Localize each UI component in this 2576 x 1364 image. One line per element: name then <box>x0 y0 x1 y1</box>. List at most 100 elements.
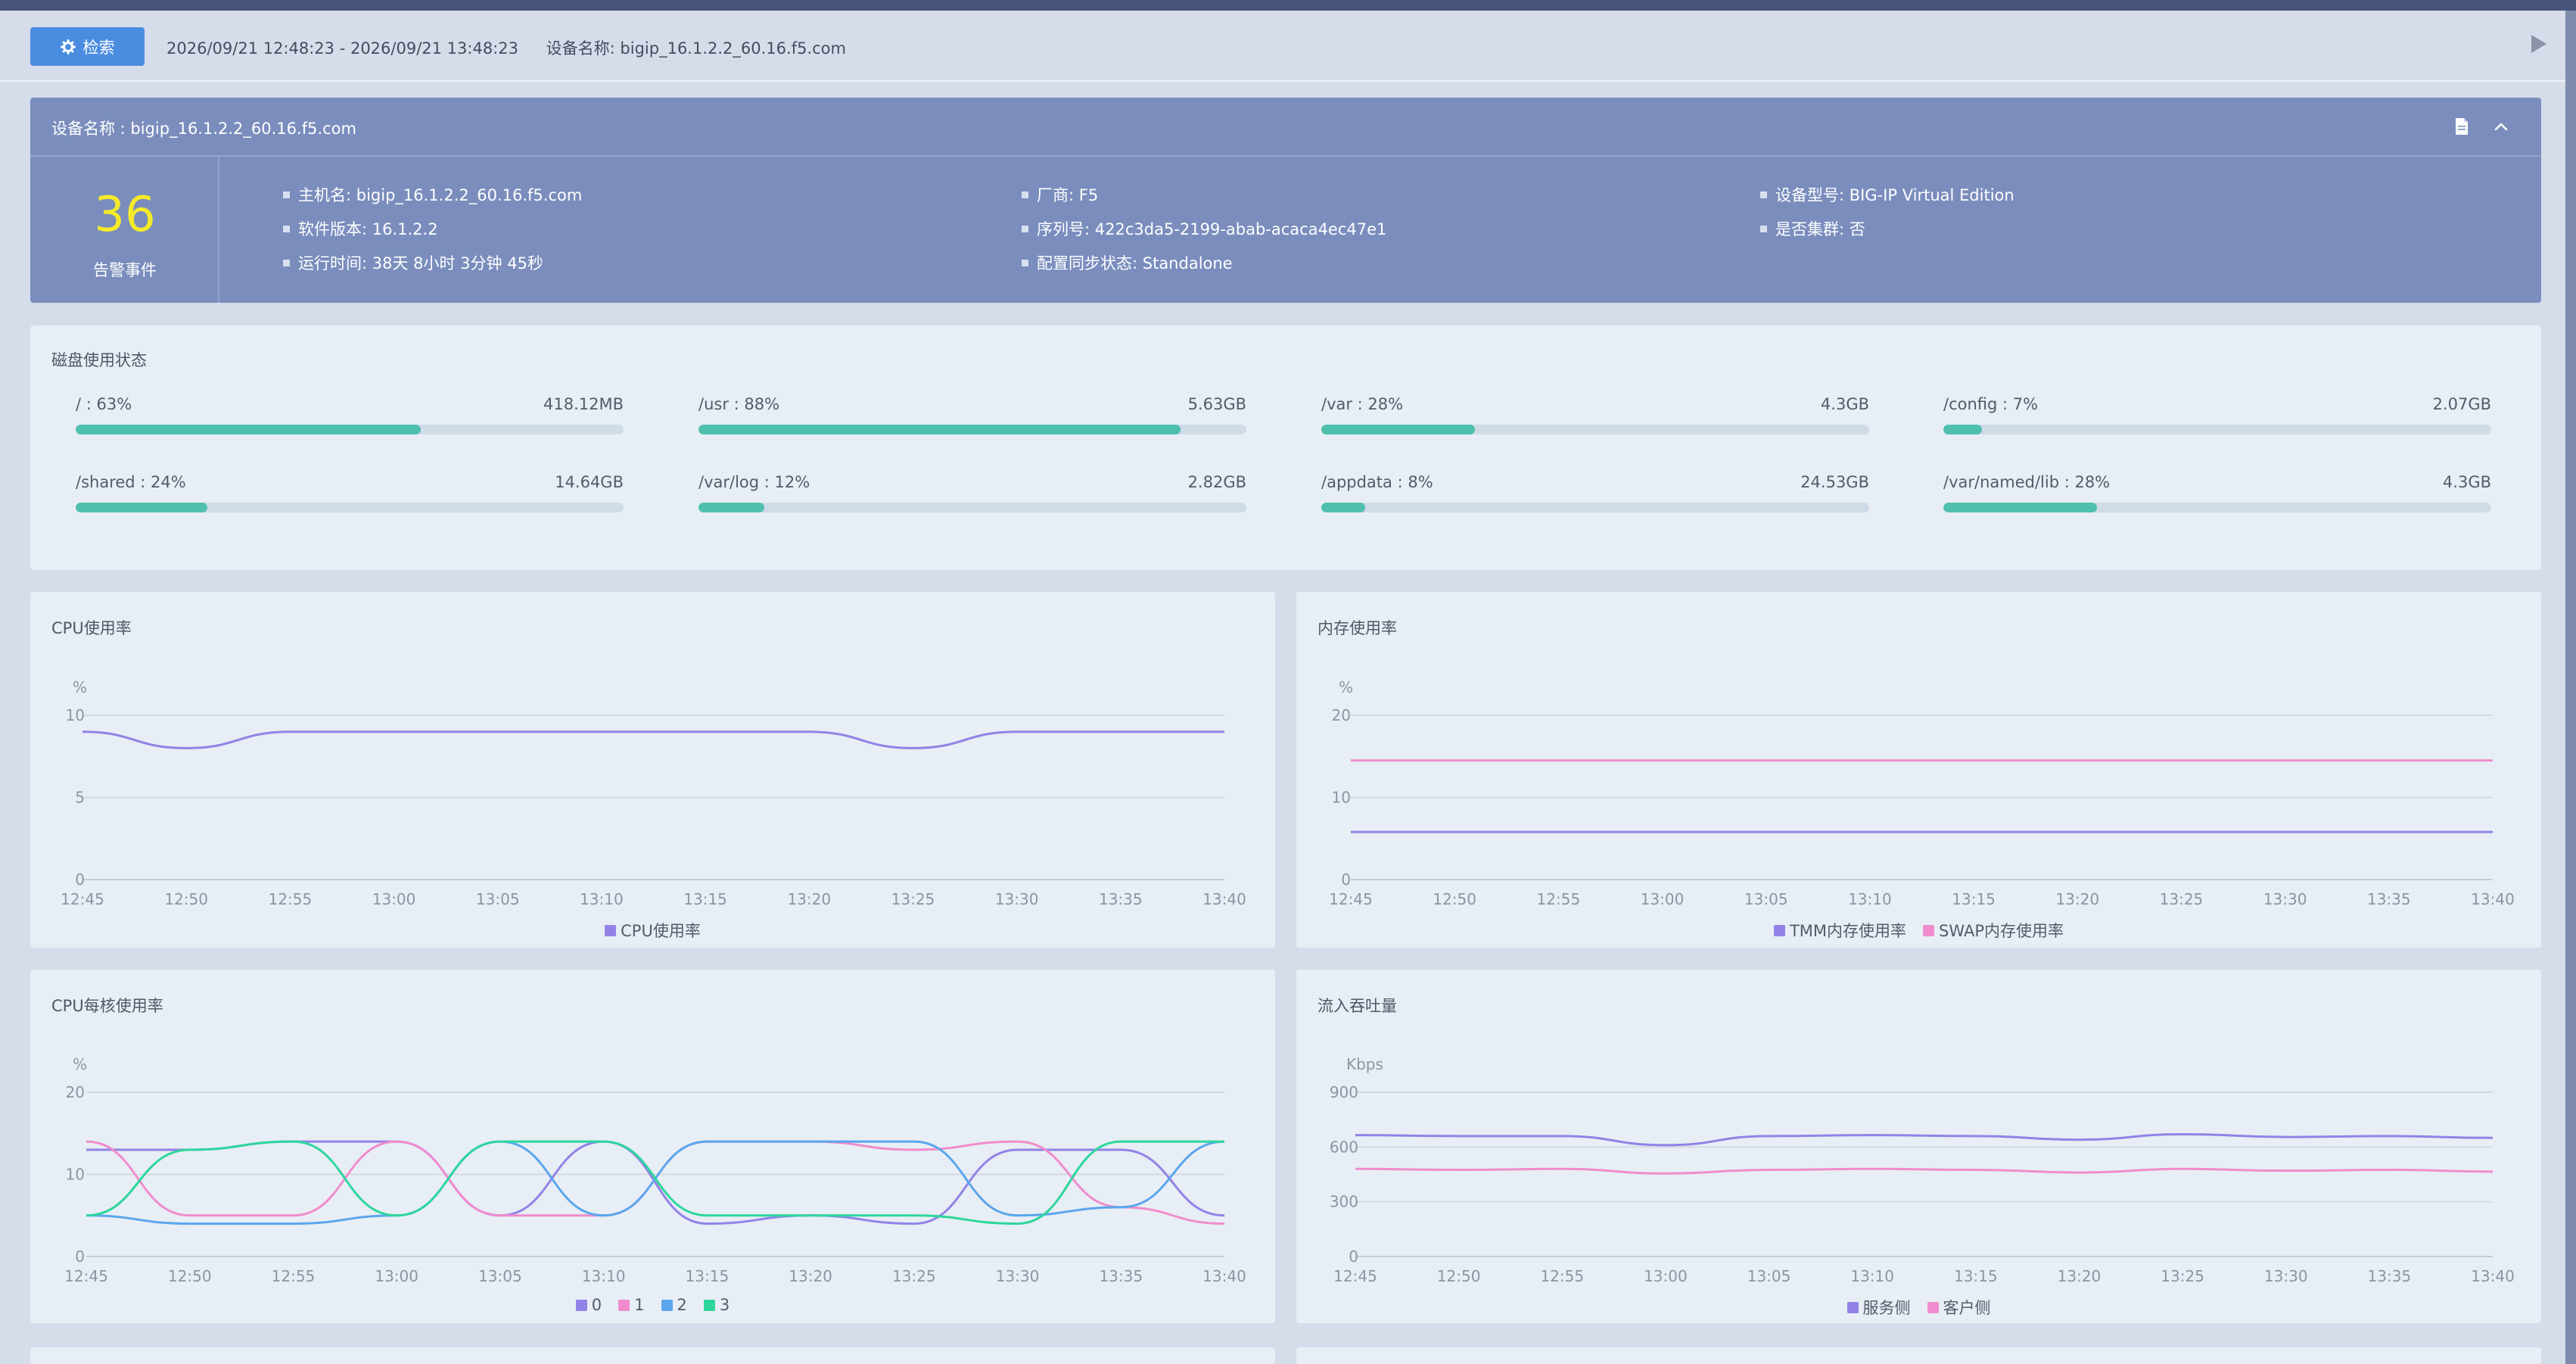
disk-label: /var/named/lib : 28% <box>1943 473 2111 491</box>
time-range: 2026/09/21 12:48:23 - 2026/09/21 13:48:2… <box>166 39 518 58</box>
legend-swatch <box>575 1299 587 1311</box>
disk-progress-fill <box>698 503 764 512</box>
cpu-core-usage-legend: 0 1 2 3 <box>30 1296 1275 1314</box>
memory-usage-legend: TMM内存使用率 SWAP内存使用率 <box>1296 919 2541 942</box>
device-panel: 设备名称 : bigip_16.1.2.2_60.16.f5.com 36 告警… <box>30 98 2541 303</box>
disk-progress-bar <box>698 425 1246 434</box>
info-cluster-text: 是否集群: 否 <box>1775 220 1865 238</box>
legend-item[interactable]: CPU使用率 <box>605 919 701 942</box>
document-icon[interactable] <box>2454 117 2469 135</box>
x-tick-label: 13:20 <box>2055 890 2099 908</box>
disk-label: /config : 7% <box>1943 395 2039 413</box>
disk-progress-bar <box>1321 425 1869 434</box>
info-hostname: 主机名: bigip_16.1.2.2_60.16.f5.com <box>283 183 582 206</box>
disk-progress-fill <box>76 503 207 512</box>
gear-icon <box>60 39 76 54</box>
x-tick-label: 13:15 <box>683 890 727 908</box>
x-tick-label: 12:50 <box>168 1267 212 1285</box>
memory-usage-chart: % 0 10 20 12:45 12:50 12:55 13:00 13:05 13:10 13:1… <box>1329 678 2515 908</box>
legend-swatch <box>703 1299 715 1311</box>
info-serial: 序列号: 422c3da5-2199-abab-acaca4ec47e1 <box>1022 217 1386 240</box>
legend-item[interactable]: 客户侧 <box>1927 1296 1991 1319</box>
device-panel-header: 设备名称 : bigip_16.1.2.2_60.16.f5.com <box>30 98 2541 157</box>
y-tick-label: 0 <box>75 1247 85 1266</box>
alarm-label: 告警事件 <box>93 261 157 279</box>
x-tick-label: 13:05 <box>476 890 520 908</box>
disk-size: 2.82GB <box>1187 473 1246 491</box>
x-tick-label: 13:40 <box>2471 890 2515 908</box>
disk-progress-bar <box>76 503 624 512</box>
disk-progress-fill <box>1321 425 1475 434</box>
cpu-usage-title: CPU使用率 <box>51 619 132 637</box>
x-tick-label: 12:50 <box>1437 1267 1481 1285</box>
y-tick-label: 10 <box>66 706 85 724</box>
info-software-version: 软件版本: 16.1.2.2 <box>283 217 438 240</box>
cpu-usage-chart: % 0 5 10 12:45 12:50 12:55 13:00 13:05 13:10 13:15… <box>61 678 1246 908</box>
cpu-core-usage-card: CPU每核使用率 % 0 10 20 12:45 12:50 12:55 13:00 13:05… <box>30 970 1275 1323</box>
legend-label: 0 <box>591 1296 602 1314</box>
legend-label: 客户侧 <box>1943 1299 1991 1317</box>
search-button[interactable]: 检索 <box>30 27 145 66</box>
toolbar <box>0 11 2565 82</box>
x-tick-label: 12:50 <box>1433 890 1476 908</box>
legend-swatch <box>605 924 617 936</box>
toolbar-device-name: 设备名称: bigip_16.1.2.2_60.16.f5.com <box>546 39 846 58</box>
disk-label: /var/log : 12% <box>698 473 810 491</box>
chevron-up-icon[interactable] <box>2493 118 2509 135</box>
x-tick-label: 13:00 <box>1644 1267 1688 1285</box>
y-tick-label: 0 <box>1349 1247 1358 1266</box>
bullet-icon <box>283 225 290 232</box>
y-tick-label: 300 <box>1330 1193 1358 1211</box>
x-tick-label: 13:30 <box>995 890 1039 908</box>
legend-item[interactable]: SWAP内存使用率 <box>1923 919 2064 942</box>
info-model: 设备型号: BIG-IP Virtual Edition <box>1760 183 2014 206</box>
x-tick-label: 13:25 <box>2161 1267 2204 1285</box>
disk-size: 2.07GB <box>2432 395 2491 413</box>
x-tick-label: 13:20 <box>787 890 831 908</box>
legend-swatch <box>1923 924 1935 936</box>
toolbar-info: 2026/09/21 12:48:23 - 2026/09/21 13:48:2… <box>166 36 846 59</box>
x-tick-label: 13:10 <box>1848 890 1892 908</box>
legend-item[interactable]: 服务侧 <box>1846 1296 1911 1319</box>
legend-item[interactable]: 2 <box>661 1296 687 1314</box>
alarm-summary[interactable]: 36 告警事件 <box>30 157 219 303</box>
series-line <box>86 1140 1225 1225</box>
disk-size: 14.64GB <box>555 473 624 491</box>
memory-usage-card: 内存使用率 % 0 10 20 12:45 12:50 12:55 13:00 13:05 13:… <box>1296 592 2541 948</box>
next-card-right <box>1296 1347 2541 1364</box>
y-axis-unit: % <box>73 678 87 696</box>
x-tick-label: 13:30 <box>996 1267 1040 1285</box>
x-tick-label: 13:25 <box>892 1267 936 1285</box>
disk-label: /appdata : 8% <box>1321 473 1433 491</box>
disk-size: 4.3GB <box>1820 395 1869 413</box>
play-icon[interactable] <box>2530 33 2548 54</box>
disk-label: /shared : 24% <box>76 473 186 491</box>
inbound-throughput-card: 流入吞吐量 Kbps 0 300 600 900 12:45 12:50 12:55 13:00… <box>1296 970 2541 1323</box>
legend-item[interactable]: 3 <box>703 1296 730 1314</box>
legend-item[interactable]: 1 <box>618 1296 645 1314</box>
x-tick-label: 13:40 <box>1202 1267 1246 1285</box>
cpu-usage-card: CPU使用率 % 0 5 10 12:45 12:50 12:55 13:00 13:05 13:… <box>30 592 1275 948</box>
disk-usage-card: 磁盘使用状态 / : 63% 418.12MB/usr : 88% 5.63GB/v… <box>30 325 2541 570</box>
x-tick-label: 12:55 <box>272 1267 316 1285</box>
legend-item[interactable]: TMM内存使用率 <box>1773 919 1906 942</box>
legend-item[interactable]: 0 <box>575 1296 602 1314</box>
x-tick-label: 13:05 <box>478 1267 522 1285</box>
y-tick-label: 0 <box>1341 870 1351 889</box>
x-tick-label: 12:55 <box>1537 890 1581 908</box>
y-tick-label: 600 <box>1330 1138 1358 1156</box>
info-vendor: 厂商: F5 <box>1022 183 1098 206</box>
x-tick-label: 13:00 <box>1641 890 1685 908</box>
legend-swatch <box>1927 1301 1939 1313</box>
disk-progress-bar <box>1943 503 2491 512</box>
legend-label: CPU使用率 <box>621 922 701 940</box>
inbound-throughput-legend: 服务侧 客户侧 <box>1296 1296 2541 1319</box>
x-tick-label: 13:00 <box>375 1267 418 1285</box>
x-tick-label: 13:05 <box>1744 890 1788 908</box>
series-line <box>82 730 1224 749</box>
legend-swatch <box>618 1299 630 1311</box>
y-axis-unit: % <box>73 1055 87 1073</box>
bullet-icon <box>1022 259 1028 266</box>
cpu-core-usage-chart: % 0 10 20 12:45 12:50 12:55 13:00 13:05 13:10 13:1… <box>64 1055 1246 1285</box>
disk-progress-bar <box>698 503 1246 512</box>
